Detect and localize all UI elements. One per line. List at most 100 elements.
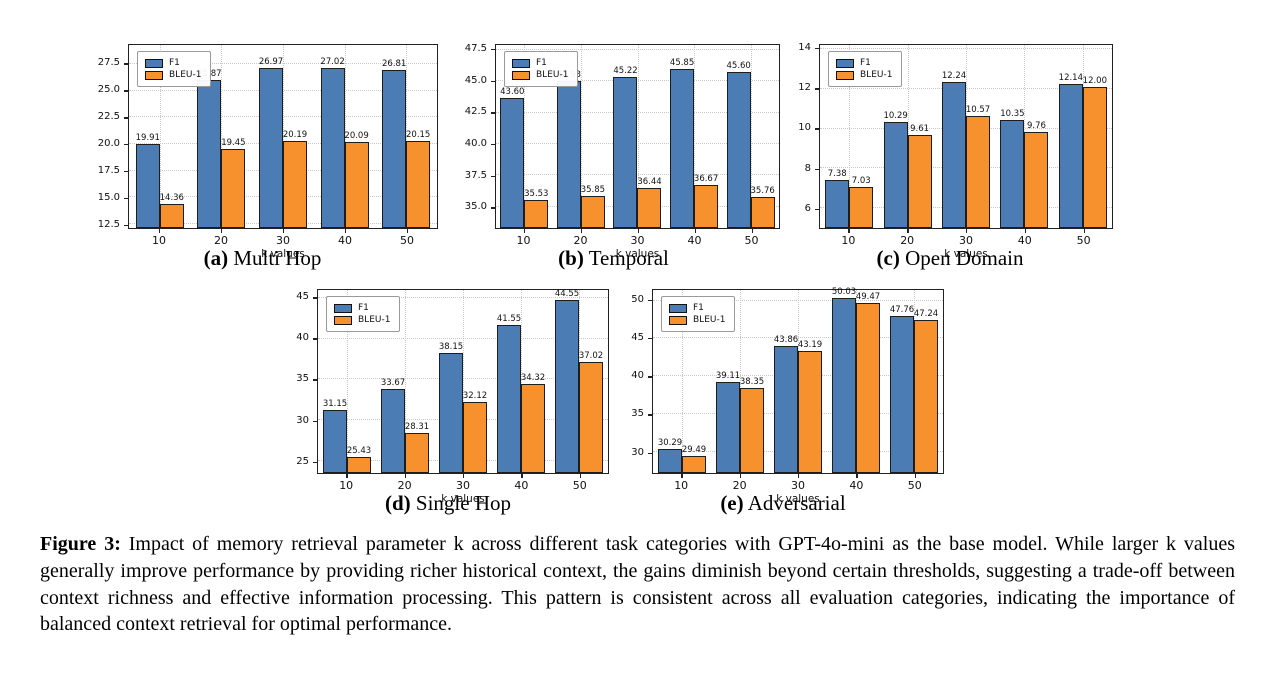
bar-value-label: 26.97 [258, 57, 284, 68]
bar-value-label: 36.67 [693, 174, 719, 185]
legend-row: BLEU-1 [512, 70, 568, 80]
bar-f1-k50: 47.76 [890, 305, 914, 473]
legend-bleu1-label: BLEU-1 [860, 70, 893, 80]
subcaption-title: Single Hop [415, 491, 511, 515]
bar-group-k50: 45.60 35.76 [722, 45, 779, 228]
bar-bleu1-k20: 28.31 [405, 422, 429, 473]
x-tick-mark [1083, 229, 1085, 233]
x-tick-mark [463, 474, 465, 478]
y-tick-mark [313, 338, 317, 340]
subcaption-index: (d) [384, 491, 411, 515]
x-gridline [347, 290, 348, 473]
subcaption-index: (b) [558, 246, 584, 270]
y-tick-mark [313, 461, 317, 464]
legend-f1-swatch [836, 58, 854, 68]
chart-single-hop: 31.15 25.43 33.67 28.31 38.15 32.12 41.55 34.32… [283, 281, 613, 513]
x-tick-mark [221, 229, 223, 233]
bar-value-label: 9.76 [1026, 121, 1046, 132]
y-tick-label: 12.5 [97, 218, 120, 230]
x-tick-label: 40 [514, 479, 529, 492]
bar-f1-k30: 45.22 [613, 66, 638, 228]
x-tick-mark [751, 229, 753, 233]
bar-value-label: 30.29 [657, 438, 683, 449]
bar-value-label: 39.11 [715, 370, 741, 381]
x-tick-label: 40 [1017, 234, 1032, 247]
bar-f1-k20: 33.67 [381, 378, 405, 473]
bar-bleu1-k30: 10.57 [966, 105, 990, 228]
bar-bleu1-k50: 20.15 [406, 130, 430, 228]
bar-f1-k10: 7.38 [825, 169, 850, 228]
legend-row: F1 [669, 303, 725, 313]
bar-group-k40: 10.35 9.76 [995, 45, 1053, 228]
x-tick-mark [914, 474, 917, 478]
x-tick-label: 10 [152, 234, 166, 247]
bar-value-label: 28.31 [404, 422, 430, 433]
bar-bleu1-k40: 49.47 [856, 292, 880, 473]
bar-f1-k50: 12.14 [1059, 73, 1083, 228]
bar-group-k50: 44.55 37.02 [550, 288, 608, 473]
y-tick-label: 45 [631, 331, 644, 343]
figure-caption-label: Figure 3: [40, 533, 121, 555]
bar-value-label: 45.85 [669, 57, 695, 68]
bar-value-label: 12.14 [1058, 73, 1083, 84]
subcaption-temporal: (b) Temporal [447, 246, 780, 271]
x-tick-label: 30 [276, 234, 290, 247]
y-tick-mark [648, 299, 652, 302]
y-tick-mark [648, 452, 652, 454]
bar-f1-k20: 10.29 [883, 111, 908, 228]
bar-bleu1-k30: 20.19 [283, 130, 307, 228]
bar-value-label: 10.35 [1000, 109, 1025, 120]
bar-group-k10: 31.15 25.43 [318, 290, 376, 473]
y-tick-label: 45 [296, 291, 309, 303]
bar-f1-k30: 38.15 [439, 342, 463, 473]
y-tick-label: 45.0 [464, 74, 487, 86]
bar-f1-k40: 41.55 [497, 314, 521, 473]
bar-bleu1-k50: 35.76 [751, 186, 775, 228]
legend: F1 BLEU-1 [137, 51, 212, 87]
subcaption-title: Multi Hop [233, 246, 322, 270]
bar-value-label: 32.12 [462, 391, 488, 402]
bar-bleu1-k30: 36.44 [637, 177, 662, 228]
x-gridline [221, 45, 223, 228]
subcaption-multi-hop: (a) Multi Hop [80, 246, 445, 271]
bar-value-label: 19.45 [221, 137, 246, 148]
bar-value-label: 44.55 [554, 288, 580, 299]
x-tick-label: 50 [744, 234, 759, 247]
y-tick-mark [815, 208, 819, 211]
legend-f1-label: F1 [536, 58, 547, 68]
bar-value-label: 35.85 [580, 184, 606, 195]
y-tick-label: 14 [798, 42, 811, 54]
y-tick-label: 27.5 [97, 57, 120, 69]
x-tick-mark [523, 229, 525, 233]
bar-value-label: 7.38 [827, 169, 847, 180]
bar-bleu1-k50: 47.24 [914, 309, 938, 473]
y-tick-label: 30 [296, 414, 309, 426]
x-tick-label: 30 [791, 479, 805, 492]
legend-f1-label: F1 [169, 58, 180, 68]
y-tick-mark [124, 90, 128, 92]
y-tick-mark [124, 170, 128, 173]
bar-value-label: 20.15 [406, 130, 431, 141]
y-tick-label: 22.5 [97, 111, 120, 123]
subcaption-title: Open Domain [905, 246, 1024, 270]
bar-bleu1-k30: 43.19 [798, 340, 822, 473]
bar-bleu1-k40: 9.76 [1024, 121, 1049, 228]
legend-bleu1-swatch [512, 70, 530, 80]
bar-group-k30: 26.97 20.19 [252, 45, 314, 228]
x-tick-mark [345, 229, 347, 233]
x-tick-label: 50 [400, 234, 414, 247]
x-gridline [159, 45, 161, 228]
bar-value-label: 7.03 [851, 176, 871, 187]
y-tick-label: 47.5 [464, 43, 487, 55]
x-tick-mark [283, 229, 285, 233]
bar-value-label: 50.03 [831, 287, 857, 298]
y-tick-mark [124, 144, 128, 146]
bar-group-k40: 45.85 36.67 [666, 45, 723, 228]
x-tick-label: 30 [959, 234, 973, 247]
y-tick-label: 25 [296, 455, 309, 467]
y-tick-label: 40.0 [464, 138, 487, 150]
bar-value-label: 49.47 [855, 291, 881, 302]
x-gridline [682, 290, 683, 473]
legend-bleu1-swatch [334, 315, 352, 325]
y-tick-mark [491, 49, 495, 51]
